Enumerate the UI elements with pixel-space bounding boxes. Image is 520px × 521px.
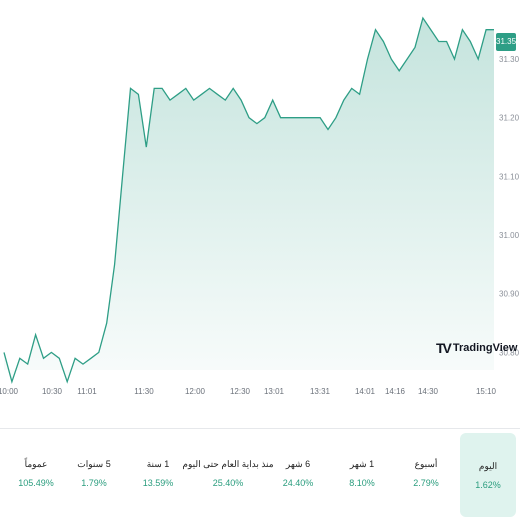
perf-item-all[interactable]: عموماً 105.49%	[8, 429, 64, 517]
perf-item-today[interactable]: اليوم 1.62%	[460, 433, 516, 517]
x-tick-label: 13:01	[264, 387, 285, 396]
perf-value: 13.59%	[142, 477, 174, 488]
x-tick-label: 14:01	[355, 387, 376, 396]
price-area-fill	[4, 18, 494, 382]
x-tick-label: 11:30	[134, 387, 154, 396]
y-tick-label: 30.90	[499, 290, 520, 299]
x-tick-label: 14:30	[418, 387, 439, 396]
price-line	[3, 16, 494, 384]
perf-item-ytd[interactable]: منذ بداية العام حتى اليوم 25.40%	[182, 429, 273, 517]
perf-item-1m[interactable]: 1 شهر 8.10%	[334, 429, 390, 517]
perf-label: منذ بداية العام حتى اليوم	[182, 458, 274, 469]
x-tick-label: 10:30	[42, 387, 63, 396]
price-chart[interactable]: 31.30 31.20 31.10 31.00 30.90 30.80 10:00 10:30…	[0, 0, 520, 410]
perf-label: 1 سنة	[146, 458, 170, 469]
perf-value: 1.62%	[475, 479, 501, 490]
perf-label: 6 شهر	[285, 458, 311, 469]
perf-value: 1.79%	[81, 477, 107, 488]
y-tick-label: 31.30	[499, 55, 520, 64]
performance-bar: عموماً 105.49% 5 سنوات 1.79% 1 سنة 13.59…	[0, 428, 520, 521]
last-price-badge: 31.35	[496, 33, 516, 51]
perf-label: أسبوع	[414, 458, 438, 469]
y-tick-label: 31.10	[499, 172, 520, 181]
perf-label: 5 سنوات	[77, 458, 111, 469]
tradingview-logo-text: TradingView	[452, 342, 518, 354]
perf-item-1y[interactable]: 1 سنة 13.59%	[130, 429, 186, 517]
tradingview-logo[interactable]: TV TradingView	[436, 338, 517, 358]
perf-value: 24.40%	[282, 477, 314, 488]
perf-item-1w[interactable]: أسبوع 2.79%	[398, 429, 454, 517]
x-tick-label: 10:00	[0, 387, 19, 396]
perf-value: 8.10%	[349, 477, 375, 488]
x-tick-label: 15:10	[476, 387, 497, 396]
perf-item-5y[interactable]: 5 سنوات 1.79%	[66, 429, 122, 517]
perf-label: اليوم	[478, 460, 498, 471]
perf-item-6m[interactable]: 6 شهر 24.40%	[270, 429, 326, 517]
perf-label: 1 شهر	[349, 458, 375, 469]
perf-value: 2.79%	[413, 477, 439, 488]
x-tick-label: 12:30	[230, 387, 251, 396]
y-tick-label: 31.20	[499, 114, 520, 123]
y-tick-label: 30.80	[499, 348, 520, 357]
x-tick-label: 14:16	[385, 387, 406, 396]
perf-value: 25.40%	[212, 477, 244, 488]
x-tick-label: 13:31	[310, 387, 331, 396]
tradingview-icon: TV	[436, 340, 452, 356]
perf-label: عموماً	[24, 458, 48, 469]
x-tick-label: 12:00	[185, 387, 206, 396]
x-tick-label: 11:01	[77, 387, 97, 396]
perf-value: 105.49%	[18, 477, 54, 488]
chart-svg: 31.30 31.20 31.10 31.00 30.90 30.80 10:00 10:30…	[0, 16, 520, 396]
y-tick-label: 31.00	[499, 231, 520, 240]
